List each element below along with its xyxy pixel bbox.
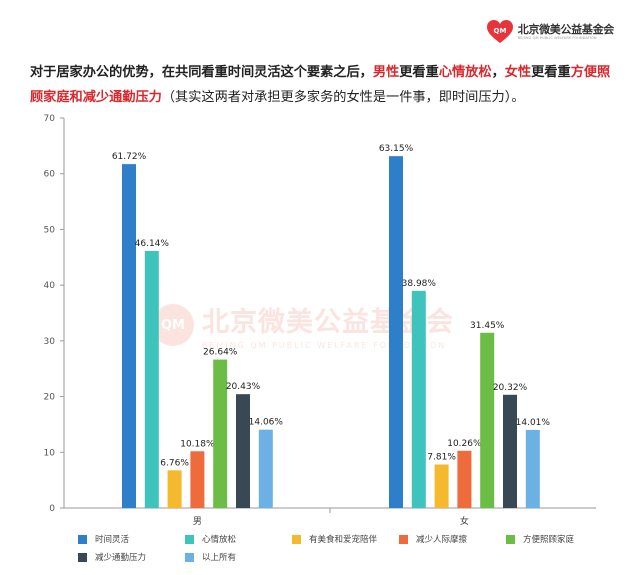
- bar-0-0: [122, 164, 136, 509]
- y-tick-label: 0: [49, 504, 55, 514]
- intro-part-2: 更看重: [399, 65, 439, 80]
- data-label: 10.18%: [180, 439, 215, 449]
- y-tick-label: 20: [44, 393, 56, 403]
- intro-paragraph: 对于居家办公的优势，在共同看重时间灵活这个要素之后，男性更看重心情放松，女性更看…: [30, 60, 615, 110]
- legend-swatch: [185, 534, 194, 544]
- data-label: 46.14%: [135, 239, 170, 249]
- logo-mark: QM: [493, 27, 506, 35]
- intro-men-item: 心情放松: [438, 65, 492, 80]
- intro-women-item: 方便照顾家庭和减少通勤压力: [30, 65, 611, 105]
- foundation-logo: QM 北京微美公益基金会 BEIJING QM PUBLIC WELFARE F…: [486, 20, 615, 44]
- bar-1-3: [457, 450, 472, 508]
- legend-swatch: [78, 534, 87, 544]
- legend-swatch: [292, 534, 301, 544]
- data-label: 61.72%: [112, 152, 147, 162]
- legend-label: 以上所有: [202, 553, 237, 563]
- legend-item: 减少人际摩擦: [399, 533, 506, 545]
- y-tick-label: 50: [44, 225, 56, 235]
- legend-item: 心情放松: [185, 533, 292, 545]
- bar-0-4: [213, 359, 228, 508]
- legend-item: 方便照顾家庭: [506, 533, 594, 545]
- data-label: 14.01%: [516, 418, 551, 428]
- intro-men: 男性: [372, 65, 400, 80]
- legend-label: 减少通勤压力: [95, 553, 147, 563]
- intro-women: 女性: [504, 65, 532, 80]
- legend-item: 减少通勤压力: [78, 551, 185, 563]
- data-label: 63.15%: [379, 144, 414, 154]
- x-category-label: 女: [460, 515, 469, 527]
- y-tick-label: 10: [44, 448, 56, 458]
- legend-swatch: [399, 534, 408, 544]
- legend-swatch: [506, 534, 515, 544]
- data-label: 38.98%: [402, 279, 437, 289]
- y-tick-label: 40: [44, 281, 56, 291]
- data-label: 31.45%: [470, 321, 505, 331]
- heart-logo-icon: QM: [486, 20, 513, 43]
- data-label: 20.32%: [493, 383, 528, 393]
- intro-part-1: 对于居家办公的优势，在共同看重时间灵活这个要素之后，: [30, 65, 373, 80]
- legend-label: 减少人际摩擦: [416, 535, 468, 545]
- legend-label: 有美食和爱宠陪伴: [309, 535, 378, 545]
- legend-label: 方便照顾家庭: [523, 535, 575, 545]
- bar-1-0: [389, 156, 403, 508]
- legend-label: 心情放松: [202, 535, 237, 545]
- logo-subtitle: BEIJING QM PUBLIC WELFARE FOUNDATION: [517, 35, 597, 40]
- bar-0-6: [258, 429, 273, 508]
- data-label: 20.43%: [226, 382, 261, 392]
- bar-0-2: [167, 470, 182, 508]
- bar-0-3: [190, 451, 205, 508]
- bar-0-1: [144, 250, 159, 509]
- y-tick-label: 60: [44, 170, 56, 180]
- legend-item: 有美食和爱宠陪伴: [292, 533, 399, 545]
- intro-part-4: 更看重: [531, 65, 571, 80]
- bar-1-6: [525, 429, 540, 508]
- legend-item: 以上所有: [185, 551, 292, 563]
- y-tick-label: 30: [44, 337, 56, 347]
- bar-1-1: [411, 290, 426, 508]
- chart-legend: 时间灵活 心情放松 有美食和爱宠陪伴 减少人际摩擦 方便照顾家庭减少通勤压力 以上所有: [78, 533, 598, 563]
- intro-part-3: ，: [491, 65, 505, 80]
- data-label: 14.06%: [249, 418, 284, 428]
- bar-1-2: [434, 464, 449, 508]
- data-label: 6.76%: [160, 458, 189, 468]
- bar-1-4: [480, 332, 495, 508]
- data-label: 26.64%: [203, 348, 238, 358]
- intro-part-5: （其实这两者对承担更多家务的女性是一件事，即时间压力）。: [161, 90, 525, 105]
- legend-swatch: [185, 552, 194, 562]
- legend-swatch: [78, 552, 87, 562]
- data-label: 10.26%: [447, 439, 482, 449]
- logo-name: 北京微美公益基金会: [517, 22, 615, 36]
- y-tick-label: 70: [44, 114, 56, 124]
- x-category-label: 男: [193, 516, 202, 527]
- legend-label: 时间灵活: [95, 535, 130, 545]
- bar-1-5: [503, 394, 517, 508]
- bar-0-5: [236, 394, 250, 508]
- data-label: 7.81%: [427, 452, 456, 462]
- legend-item: 时间灵活: [78, 533, 185, 545]
